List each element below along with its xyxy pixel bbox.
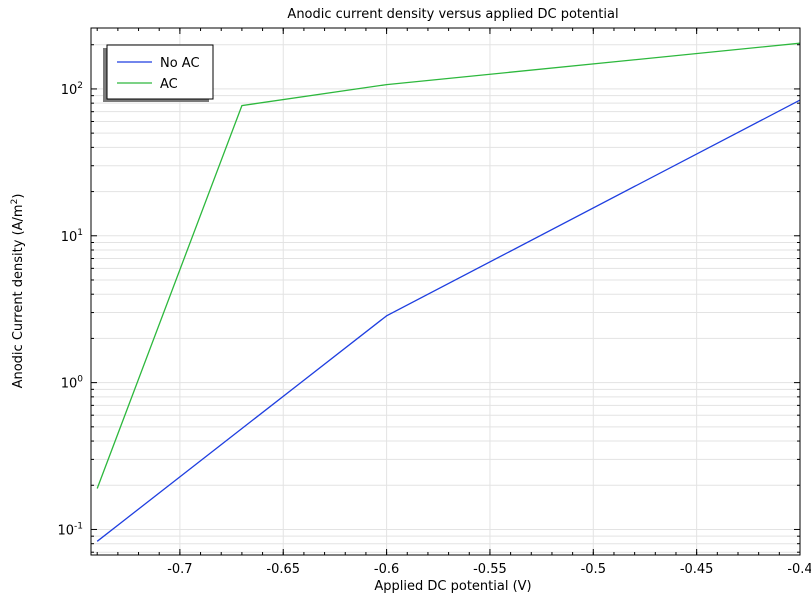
- ticks: -0.7 -0.65 -0.6 -0.55 -0.5 -0.45 -0.4 10-1 100 10…: [57, 28, 811, 577]
- chart-title: Anodic current density versus applied DC…: [287, 7, 618, 22]
- grid: [91, 28, 801, 555]
- x-tick-label: -0.65: [266, 562, 300, 577]
- legend: No AC AC: [103, 44, 214, 102]
- y-tick-label: 10-1: [57, 521, 83, 538]
- x-axis-label: Applied DC potential (V): [374, 579, 531, 594]
- legend-box: [106, 44, 214, 100]
- legend-label-ac: AC: [160, 77, 178, 92]
- legend-label-no-ac: No AC: [160, 56, 200, 71]
- x-tick-label: -0.4: [787, 562, 811, 577]
- plot-lines: [96, 42, 801, 542]
- y-axis-label-main: Anodic Current density (A/m: [11, 204, 26, 388]
- x-tick-label: -0.6: [374, 562, 399, 577]
- series-line-ac: [96, 42, 801, 489]
- y-axis-label: Anodic Current density (A/m2): [10, 194, 26, 389]
- plot-frame: [90, 27, 801, 556]
- y-tick-label: 101: [61, 228, 83, 245]
- y-axis-label-end: ): [11, 194, 26, 199]
- y-axis-label-sup: 2: [10, 199, 20, 205]
- x-tick-label: -0.45: [680, 562, 714, 577]
- y-tick-label: 100: [61, 375, 84, 392]
- x-tick-label: -0.55: [473, 562, 507, 577]
- y-tick-label: 102: [61, 81, 83, 98]
- x-tick-label: -0.7: [167, 562, 192, 577]
- series-line-no-ac: [96, 99, 801, 542]
- x-tick-label: -0.5: [581, 562, 606, 577]
